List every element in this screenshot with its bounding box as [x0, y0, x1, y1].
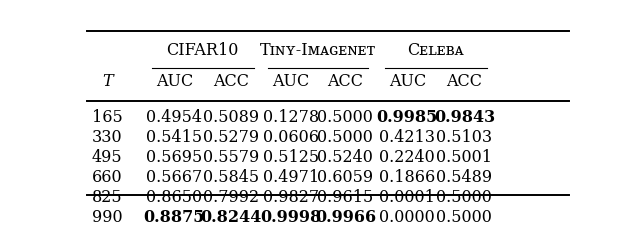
Text: CIFAR10: CIFAR10	[166, 42, 239, 59]
Text: 0.5000: 0.5000	[317, 129, 373, 146]
Text: Tɪɴʏ-Iᴍᴀɢᴇɴᴇᴛ: Tɪɴʏ-Iᴍᴀɢᴇɴᴇᴛ	[260, 42, 376, 59]
Text: 0.9985: 0.9985	[377, 109, 438, 126]
Text: 0.4971: 0.4971	[263, 169, 319, 186]
Text: 0.4954: 0.4954	[147, 109, 202, 126]
Text: 0.5845: 0.5845	[204, 169, 259, 186]
Text: 165: 165	[92, 109, 123, 126]
Text: 0.5001: 0.5001	[436, 149, 492, 166]
Text: ACC: ACC	[328, 73, 364, 90]
Text: 0.9998: 0.9998	[260, 209, 321, 225]
Text: 0.5000: 0.5000	[436, 189, 492, 206]
Text: 0.8875: 0.8875	[143, 209, 205, 225]
Text: 0.5415: 0.5415	[146, 129, 202, 146]
Text: 0.9615: 0.9615	[317, 189, 374, 206]
Text: 0.8650: 0.8650	[146, 189, 202, 206]
Text: 0.7992: 0.7992	[204, 189, 259, 206]
Text: AUC: AUC	[388, 73, 426, 90]
Text: ACC: ACC	[213, 73, 250, 90]
Text: 0.5579: 0.5579	[203, 149, 259, 166]
Text: 0.9966: 0.9966	[315, 209, 376, 225]
Text: 660: 660	[92, 169, 123, 186]
Text: 0.4213: 0.4213	[380, 129, 435, 146]
Text: 0.8244: 0.8244	[200, 209, 262, 225]
Text: T: T	[102, 73, 113, 90]
Text: 990: 990	[92, 209, 123, 225]
Text: 0.5279: 0.5279	[204, 129, 259, 146]
Text: 0.9827: 0.9827	[263, 189, 319, 206]
Text: 0.5089: 0.5089	[204, 109, 259, 126]
Text: 0.0000: 0.0000	[380, 209, 435, 225]
Text: 330: 330	[92, 129, 123, 146]
Text: 0.5695: 0.5695	[146, 149, 202, 166]
Text: 0.1866: 0.1866	[380, 169, 435, 186]
Text: ACC: ACC	[447, 73, 483, 90]
Text: 825: 825	[92, 189, 123, 206]
Text: 495: 495	[92, 149, 123, 166]
Text: 0.0606: 0.0606	[263, 129, 319, 146]
Text: AUC: AUC	[156, 73, 193, 90]
Text: 0.5667: 0.5667	[146, 169, 202, 186]
Text: 0.9843: 0.9843	[434, 109, 495, 126]
Text: AUC: AUC	[272, 73, 309, 90]
Text: 0.2240: 0.2240	[380, 149, 435, 166]
Text: 0.1278: 0.1278	[263, 109, 319, 126]
Text: 0.0001: 0.0001	[380, 189, 435, 206]
Text: 0.5000: 0.5000	[436, 209, 492, 225]
Text: 0.5125: 0.5125	[263, 149, 319, 166]
Text: 0.5489: 0.5489	[436, 169, 492, 186]
Text: 0.5103: 0.5103	[436, 129, 492, 146]
Text: 0.5240: 0.5240	[317, 149, 373, 166]
Text: 0.6059: 0.6059	[317, 169, 373, 186]
Text: 0.5000: 0.5000	[317, 109, 373, 126]
Text: Cᴇʟᴇʙᴀ: Cᴇʟᴇʙᴀ	[408, 42, 464, 59]
